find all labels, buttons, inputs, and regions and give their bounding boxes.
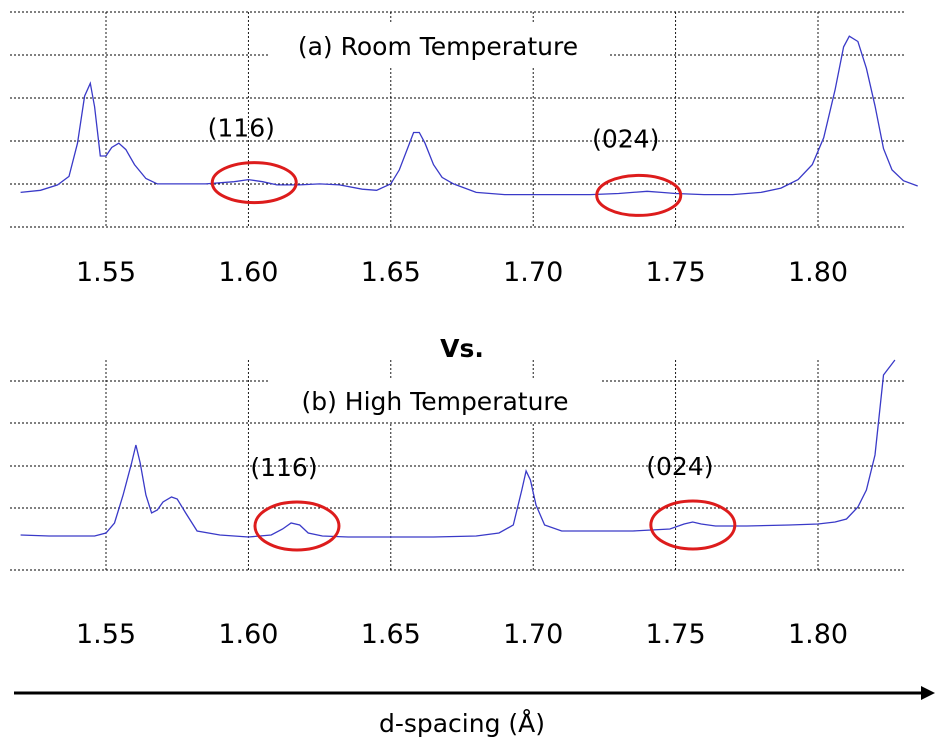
panel-room-temperature: (a) Room Temperature 1.55 1.60 1.65 1.70 1.7…	[10, 11, 918, 288]
title-backdrop-b	[270, 380, 600, 422]
peak-highlight-ring	[253, 500, 341, 552]
peak-highlight-ring	[649, 499, 737, 551]
peak-annotations-b: (116) (024)	[250, 452, 737, 552]
x-tick-label: 1.65	[361, 257, 421, 288]
x-tick-label: 1.80	[788, 257, 848, 288]
x-tick-label: 1.70	[503, 257, 563, 288]
x-tick-label: 1.55	[76, 257, 136, 288]
peak-hkl-label: (116)	[250, 453, 317, 482]
vs-label: Vs.	[440, 334, 484, 363]
panel-title-b: (b) High Temperature	[301, 387, 568, 416]
peak-hkl-label: (024)	[646, 452, 713, 481]
peak-highlight-ring	[210, 161, 298, 205]
x-tick-label: 1.70	[503, 619, 563, 650]
title-backdrop-a	[268, 24, 608, 66]
peak-highlight-ring	[595, 173, 683, 217]
x-tick-label: 1.60	[218, 257, 278, 288]
panel-title-a: (a) Room Temperature	[298, 32, 578, 61]
x-axis-label: d-spacing (Å)	[379, 709, 545, 738]
x-tick-label: 1.55	[76, 619, 136, 650]
x-tick-labels-b: 1.55 1.60 1.65 1.70 1.75 1.80	[76, 619, 848, 650]
grid-a	[10, 11, 905, 228]
peak-annotations-a: (116) (024)	[208, 114, 683, 217]
x-tick-labels-a: 1.55 1.60 1.65 1.70 1.75 1.80	[76, 257, 848, 288]
diffraction-trace-high-temperature	[20, 359, 896, 538]
x-tick-label: 1.60	[218, 619, 278, 650]
x-tick-label: 1.75	[646, 257, 706, 288]
x-tick-label: 1.75	[646, 619, 706, 650]
diffraction-trace-room-temperature	[20, 35, 918, 196]
x-tick-label: 1.65	[361, 619, 421, 650]
axis-arrow-head	[921, 686, 935, 700]
peak-hkl-label: (116)	[208, 114, 275, 143]
peak-hkl-label: (024)	[592, 124, 659, 153]
x-tick-label: 1.80	[788, 619, 848, 650]
panel-high-temperature: (b) High Temperature 1.55 1.60 1.65 1.70 1.7…	[10, 359, 905, 650]
d-spacing-axis-arrow	[14, 686, 935, 700]
